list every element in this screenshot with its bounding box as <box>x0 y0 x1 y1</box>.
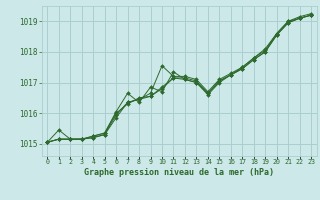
X-axis label: Graphe pression niveau de la mer (hPa): Graphe pression niveau de la mer (hPa) <box>84 168 274 177</box>
